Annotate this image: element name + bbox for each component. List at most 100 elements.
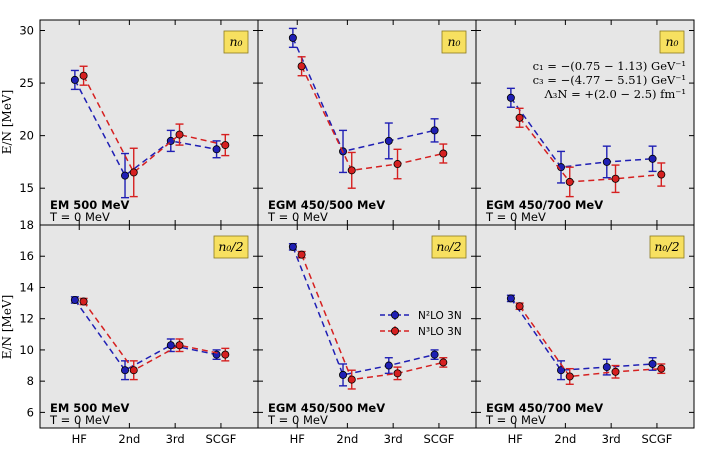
data-point-n3lo [565,177,574,186]
data-point-n2lo [602,157,611,166]
data-point-n3lo [393,160,402,169]
data-point-n3lo [611,367,620,376]
model-label: EGM 450/700 MeV [486,198,603,212]
legend-label-n2lo: N²LO 3N [418,310,462,322]
y-tick-label: 14 [19,280,34,294]
data-point-n3lo [611,174,620,183]
data-point-n3lo [79,297,88,306]
lec-annotation-line: c₁ = −(0.75 − 1.13) GeV⁻¹ [533,59,686,73]
y-tick-label: 15 [19,181,34,195]
data-point-n2lo [70,295,79,304]
x-tick-label-3rd: 3rd [602,432,621,446]
data-point-n3lo [221,350,230,359]
lec-annotation-line: Λ₃N = +(2.0 − 2.5) fm⁻¹ [543,87,686,101]
data-point-n3lo [297,250,306,259]
density-label-box [659,30,685,54]
legend-marker-n2lo [390,310,399,319]
y-axis-label: E/N [MeV] [0,90,14,155]
data-point-n2lo [288,242,297,251]
series-line-n2lo [74,299,217,372]
density-label: n₀/2 [218,239,243,254]
panel-background [257,19,477,226]
density-label-box [223,30,249,54]
data-point-n3lo [657,364,666,373]
y-tick-label: 12 [19,312,34,326]
panel-background [475,19,695,226]
panel-background [39,19,259,226]
model-label: EM 500 MeV [50,401,130,415]
data-point-n3lo [657,170,666,179]
series-line-n3lo [300,254,444,381]
density-label-box [649,235,685,259]
data-point-n2lo [288,33,297,42]
data-point-n3lo [439,149,448,158]
series-line-n2lo [510,297,653,372]
x-tick-label-hf: HF [290,432,305,446]
series-line-n3lo [82,75,226,174]
data-point-n2lo [384,136,393,145]
series-line-n3lo [519,117,662,183]
series-line-n2lo [292,246,435,376]
panel-background [475,224,695,429]
data-point-n2lo [166,341,175,350]
model-label: EM 500 MeV [50,198,130,212]
data-point-n3lo [347,375,356,384]
x-tick-label-3rd: 3rd [166,432,185,446]
legend-marker-n3lo [390,326,399,335]
data-point-n2lo [557,366,566,375]
temperature-label: T = 0 MeV [485,413,546,427]
lec-annotation-line: c₃ = −(4.77 − 5.51) GeV⁻¹ [533,73,686,87]
series-line-n2lo [292,37,435,153]
data-point-n2lo [602,363,611,372]
data-point-n2lo [506,93,515,102]
x-tick-label-2nd: 2nd [336,432,358,446]
data-point-n3lo [515,302,524,311]
temperature-label: T = 0 MeV [49,413,110,427]
y-tick-label: 25 [19,76,34,90]
x-tick-label-scgf: SCGF [206,432,237,446]
data-point-n3lo [129,366,138,375]
temperature-label: T = 0 MeV [485,210,546,224]
data-point-n3lo [79,71,88,80]
data-point-n2lo [121,366,130,375]
y-tick-label: 16 [19,249,34,263]
data-point-n3lo [347,166,356,175]
series-line-n3lo [300,65,444,172]
temperature-label: T = 0 MeV [49,210,110,224]
data-point-n2lo [648,154,657,163]
legend: N²LO 3N N³LO 3N [380,310,462,338]
series-line-n2lo [74,79,217,177]
x-tick-label-scgf: SCGF [424,432,455,446]
data-point-n3lo [515,113,524,122]
density-label: n₀/2 [654,239,679,254]
data-point-n2lo [70,75,79,84]
legend-label-n3lo: N³LO 3N [418,326,462,338]
y-tick-label: 20 [19,129,34,143]
data-point-n3lo [393,369,402,378]
data-point-n2lo [648,359,657,368]
data-point-n2lo [384,361,393,370]
model-label: EGM 450/700 MeV [486,401,603,415]
y-tick-label: 10 [19,343,34,357]
x-tick-label-3rd: 3rd [384,432,403,446]
data-point-n2lo [430,126,439,135]
y-tick-label: 18 [19,218,34,232]
y-tick-label: 6 [27,405,34,419]
series-line-n3lo [518,305,662,378]
x-tick-label-hf: HF [72,432,87,446]
y-tick-label: 30 [19,24,34,38]
data-point-n2lo [212,145,221,154]
data-point-n2lo [339,370,348,379]
x-tick-label-hf: HF [508,432,523,446]
series-line-n3lo [82,301,226,372]
density-label: n₀ [665,34,678,49]
panel-background [257,224,477,429]
data-point-n2lo [506,294,515,303]
data-point-n3lo [565,372,574,381]
